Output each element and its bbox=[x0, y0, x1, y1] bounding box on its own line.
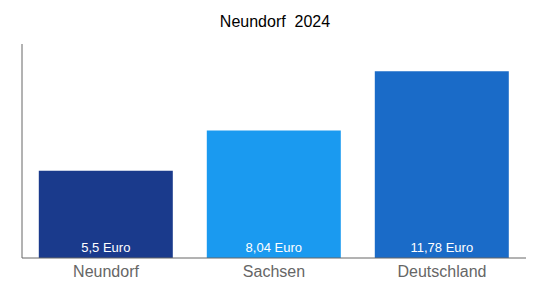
html-text:Neundorf 2024: Neundorf 2024 bbox=[219, 13, 331, 30]
svg-text:8,04 Euro: 8,04 Euro bbox=[246, 240, 302, 255]
svg-text:Sachsen: Sachsen bbox=[243, 263, 305, 280]
svg-text:Deutschland: Deutschland bbox=[398, 263, 487, 280]
svg-text:Neundorf: Neundorf bbox=[73, 263, 139, 280]
svg-text:5,5 Euro: 5,5 Euro bbox=[81, 240, 130, 255]
svg-text:11,78 Euro: 11,78 Euro bbox=[410, 240, 473, 255]
